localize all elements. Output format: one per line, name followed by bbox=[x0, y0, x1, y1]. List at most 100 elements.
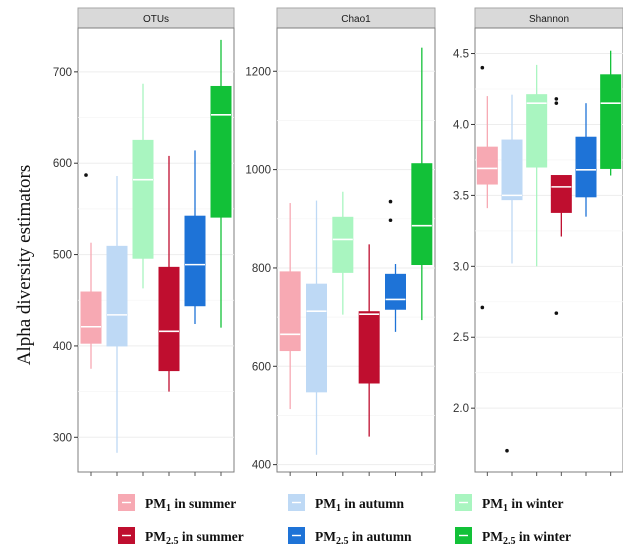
box-iqr bbox=[158, 266, 180, 372]
box-iqr bbox=[385, 273, 406, 310]
outlier-point bbox=[480, 305, 485, 310]
box-pm25_winter bbox=[210, 39, 232, 328]
legend-label-pm: PM bbox=[315, 529, 336, 544]
legend-item-pm1_summer: PM1 in summer bbox=[118, 494, 236, 514]
box-pm1_winter bbox=[332, 191, 354, 315]
legend-label: PM2.5 in winter bbox=[482, 529, 571, 547]
y-tick-label: 600 bbox=[53, 158, 72, 170]
legend-label-subscript: 2.5 bbox=[503, 536, 516, 547]
outlier-point bbox=[480, 65, 485, 70]
legend-label-pm: PM bbox=[482, 529, 503, 544]
box-pm1_summer bbox=[279, 203, 301, 410]
box-iqr bbox=[106, 245, 128, 347]
legend-label-pm: PM bbox=[315, 496, 336, 511]
box-iqr bbox=[501, 139, 523, 201]
y-tick-label: 4.0 bbox=[453, 119, 469, 131]
y-tick-label: 300 bbox=[53, 432, 72, 444]
y-tick-label: 700 bbox=[53, 67, 72, 79]
box-pm25_winter bbox=[411, 47, 433, 321]
y-tick-label: 2.5 bbox=[453, 332, 469, 344]
y-tick-label: 3.5 bbox=[453, 190, 469, 202]
box-pm25_summer bbox=[358, 244, 380, 437]
legend-item-pm25_autumn: PM2.5 in autumn bbox=[288, 527, 412, 547]
legend-item-pm25_summer: PM2.5 in summer bbox=[118, 527, 244, 547]
box-pm1_summer bbox=[80, 173, 102, 369]
y-axis-label: Alpha diversity estimators bbox=[14, 165, 35, 366]
legend: PM1 in summer PM1 in autumn PM1 in winterP… bbox=[118, 494, 571, 547]
panel-title: Chao1 bbox=[341, 14, 371, 25]
y-tick-label: 1000 bbox=[245, 165, 271, 177]
outlier-point bbox=[388, 218, 393, 223]
legend-label-pm: PM bbox=[482, 496, 503, 511]
panel-otus: OTUs 300 400 500 600 700 bbox=[53, 7, 235, 476]
box-pm25_summer bbox=[158, 155, 180, 392]
legend-label-rest: in autumn bbox=[349, 529, 413, 544]
box-iqr bbox=[210, 85, 232, 218]
panels: OTUs 300 400 500 600 700 Chao1 400 600 800 1000 120… bbox=[53, 7, 623, 476]
box-pm25_autumn bbox=[575, 103, 597, 217]
legend-label-rest: in summer bbox=[171, 496, 236, 511]
panel-chao1: Chao1 400 600 800 1000 1200 bbox=[245, 7, 436, 476]
outlier-point bbox=[388, 199, 393, 204]
outlier-point bbox=[554, 97, 559, 101]
box-iqr bbox=[476, 146, 498, 185]
box-iqr bbox=[526, 94, 548, 168]
box-iqr bbox=[184, 215, 206, 307]
legend-label: PM2.5 in summer bbox=[145, 529, 244, 547]
box-pm1_summer bbox=[476, 65, 498, 310]
outlier-point bbox=[554, 101, 559, 105]
legend-item-pm25_winter: PM2.5 in winter bbox=[455, 527, 571, 547]
box-pm1_autumn bbox=[306, 200, 327, 455]
legend-label-pm: PM bbox=[145, 529, 166, 544]
box-iqr bbox=[600, 74, 622, 169]
box-pm25_summer bbox=[550, 97, 572, 315]
box-iqr bbox=[575, 136, 597, 198]
box-pm1_autumn bbox=[501, 94, 523, 453]
outlier-point bbox=[554, 311, 559, 315]
legend-label: PM1 in summer bbox=[145, 496, 236, 514]
plot-area bbox=[77, 27, 235, 473]
box-pm1_winter bbox=[526, 64, 548, 267]
y-tick-label: 1200 bbox=[245, 66, 271, 78]
panel-title: Shannon bbox=[529, 14, 569, 25]
gridlines bbox=[277, 70, 435, 466]
legend-label: PM2.5 in autumn bbox=[315, 529, 412, 547]
box-iqr bbox=[279, 271, 301, 352]
box-pm25_autumn bbox=[184, 150, 206, 324]
y-tick-label: 4.5 bbox=[453, 49, 469, 61]
panel-title: OTUs bbox=[143, 14, 169, 25]
plot-area bbox=[276, 27, 436, 473]
box-pm1_autumn bbox=[106, 176, 128, 453]
y-tick-label: 400 bbox=[252, 460, 271, 472]
legend-label-rest: in autumn bbox=[341, 496, 405, 511]
box-iqr bbox=[332, 216, 354, 273]
outlier-point bbox=[505, 448, 509, 453]
box-iqr bbox=[80, 291, 102, 344]
legend-label: PM1 in autumn bbox=[315, 496, 405, 514]
legend-label-subscript: 1 bbox=[336, 503, 341, 514]
legend-item-pm1_autumn: PM1 in autumn bbox=[288, 494, 405, 514]
legend-item-pm1_winter: PM1 in winter bbox=[455, 494, 564, 514]
y-tick-label: 500 bbox=[53, 250, 72, 262]
y-tick-label: 400 bbox=[53, 341, 72, 353]
box-pm25_winter bbox=[600, 50, 622, 176]
box-pm1_winter bbox=[132, 83, 154, 289]
legend-label: PM1 in winter bbox=[482, 496, 564, 514]
plot-area bbox=[474, 27, 623, 473]
panel-shannon: Shannon 2.0 2.5 3.0 3.5 4.0 4.5 bbox=[453, 7, 623, 476]
y-tick-label: 600 bbox=[252, 361, 271, 373]
gridlines bbox=[475, 53, 623, 409]
box-pm25_autumn bbox=[385, 199, 406, 332]
box-iqr bbox=[411, 163, 433, 266]
y-tick-label: 800 bbox=[252, 263, 271, 275]
box-iqr bbox=[358, 311, 380, 384]
gridlines bbox=[78, 71, 234, 438]
outlier-point bbox=[84, 173, 88, 177]
legend-label-subscript: 2.5 bbox=[166, 536, 179, 547]
legend-label-subscript: 1 bbox=[503, 503, 508, 514]
legend-label-subscript: 2.5 bbox=[336, 536, 349, 547]
box-iqr bbox=[132, 139, 154, 259]
box-iqr bbox=[306, 283, 327, 393]
y-tick-label: 2.0 bbox=[453, 403, 469, 415]
